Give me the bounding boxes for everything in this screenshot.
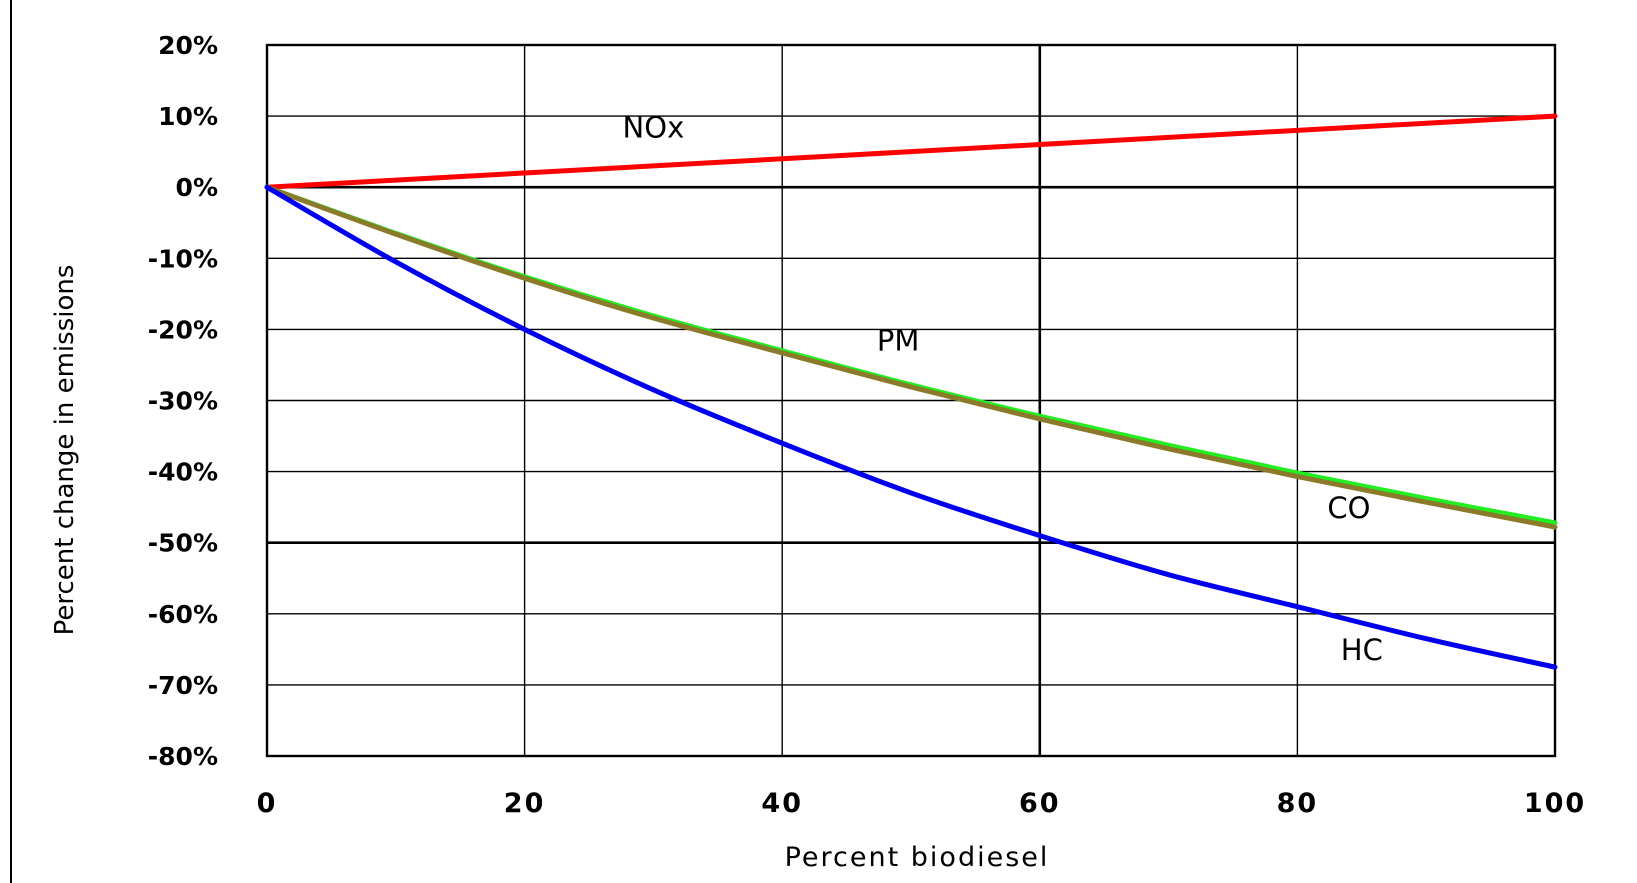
- series-line-co: [264, 184, 1558, 530]
- x-tick-label: 20: [504, 788, 546, 819]
- y-tick-labels: 20% 10% 0% -10% -20% -30% -40% -50% -60% -70% -80%: [148, 31, 218, 771]
- y-tick-label: 20%: [158, 31, 218, 60]
- series-label-co: CO: [1327, 491, 1370, 525]
- y-tick-label: -30%: [148, 387, 218, 416]
- x-tick-labels: 0 20 40 60 80 100: [257, 788, 1586, 819]
- y-tick-label: -40%: [148, 458, 218, 487]
- y-tick-label: 0%: [176, 173, 218, 202]
- series-lines: [264, 113, 1558, 670]
- left-border-line: [10, 0, 12, 883]
- x-tick-label: 80: [1277, 788, 1319, 819]
- series-label-hc: HC: [1341, 633, 1383, 667]
- x-axis-label: Percent biodiesel: [785, 842, 1050, 873]
- plot-frame: [265, 43, 1557, 758]
- series-label-nox: NOx: [623, 110, 685, 144]
- x-tick-label: 0: [257, 788, 278, 819]
- grid: [265, 43, 1557, 758]
- y-axis-label: Percent change in emissions: [50, 265, 80, 636]
- x-tick-label: 100: [1524, 788, 1586, 819]
- series-label-pm: PM: [877, 324, 920, 358]
- y-tick-label: -60%: [148, 600, 218, 629]
- y-tick-label: 10%: [158, 102, 218, 131]
- y-tick-label: -10%: [148, 244, 218, 273]
- y-tick-label: -70%: [148, 671, 218, 700]
- y-tick-label: -50%: [148, 529, 218, 558]
- series-line-hc: [264, 184, 1558, 670]
- y-tick-label: -20%: [148, 315, 218, 344]
- series-labels: NOx PM CO HC: [623, 110, 1383, 667]
- x-tick-label: 40: [761, 788, 803, 819]
- series-line-nox: [264, 113, 1558, 190]
- x-tick-label: 60: [1019, 788, 1061, 819]
- y-tick-label: -80%: [148, 742, 218, 771]
